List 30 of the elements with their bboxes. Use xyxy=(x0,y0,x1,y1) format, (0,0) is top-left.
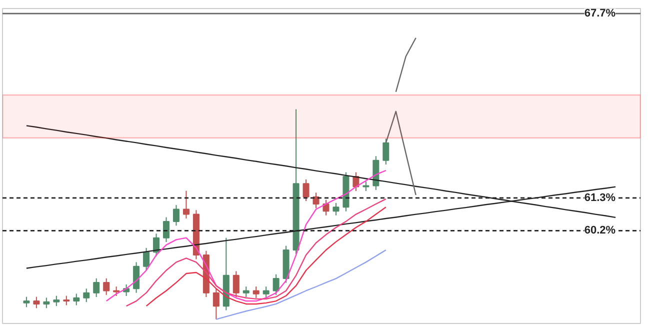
candlestick xyxy=(63,295,70,306)
candlestick xyxy=(133,262,140,294)
candlestick xyxy=(83,288,90,303)
annotation: 61.3% xyxy=(584,192,616,204)
candlestick xyxy=(182,190,190,219)
candlestick xyxy=(332,202,340,216)
candlestick xyxy=(382,138,390,166)
annotation: 60.2% xyxy=(584,224,616,237)
candlestick xyxy=(232,270,240,298)
candlestick xyxy=(53,295,60,307)
candlestick xyxy=(272,274,280,296)
candlestick xyxy=(143,247,150,272)
candlestick xyxy=(153,233,160,257)
candlestick xyxy=(312,192,320,209)
candlestick xyxy=(262,286,270,299)
candlestick xyxy=(163,216,170,243)
candlestick xyxy=(212,288,220,320)
annotation: 67.7% xyxy=(584,8,616,20)
candlestick xyxy=(302,178,310,202)
candlestick xyxy=(113,286,120,296)
candlestick xyxy=(252,286,260,299)
candlestick xyxy=(93,278,100,298)
candlestick xyxy=(362,181,370,192)
candlestick xyxy=(103,278,110,296)
candlestick xyxy=(242,286,250,298)
candlestick xyxy=(33,296,40,309)
candlestick xyxy=(73,293,80,306)
candlestick xyxy=(43,297,50,309)
candlestick xyxy=(23,296,30,308)
candlestick xyxy=(172,204,180,226)
